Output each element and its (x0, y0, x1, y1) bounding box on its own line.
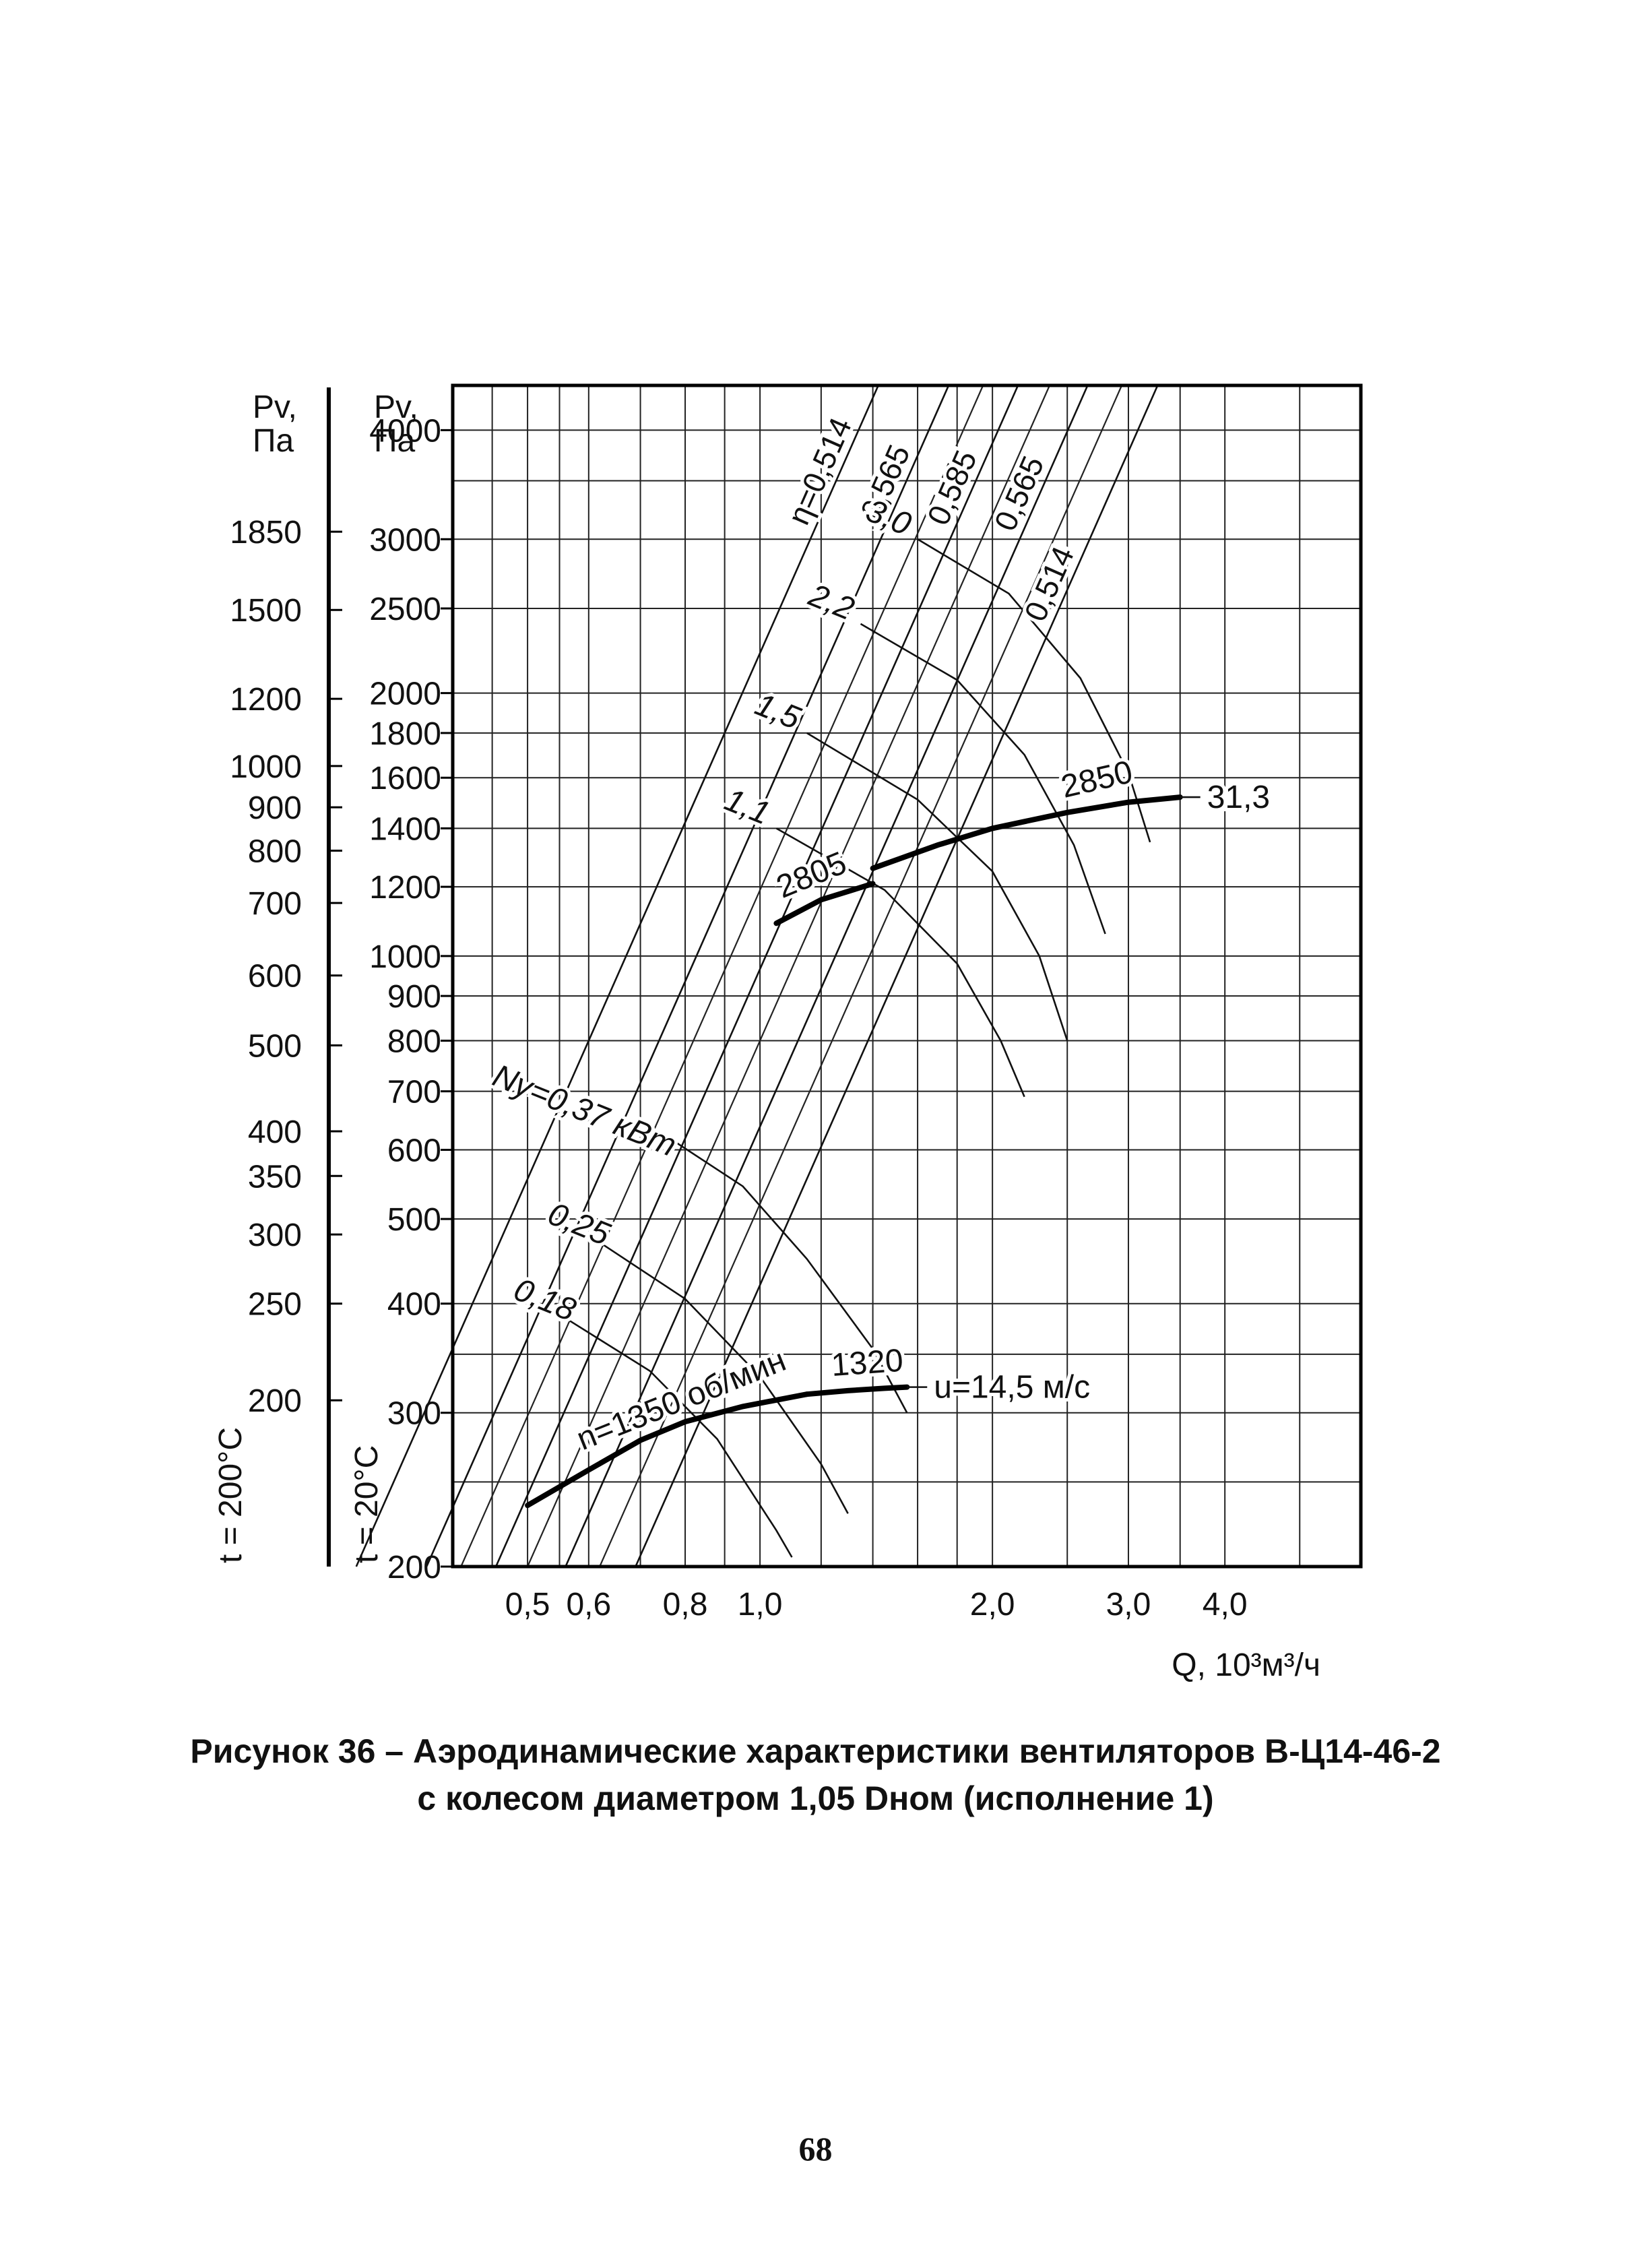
fan-curve-label: 2850 (1058, 754, 1136, 805)
efficiency-ray (460, 385, 984, 1567)
x-tick-label: 3,0 (1106, 1587, 1151, 1623)
x-tick-label: 0,8 (663, 1587, 708, 1623)
y20-axis-title: Pv, (374, 389, 418, 425)
fan-curve (773, 881, 876, 926)
y20-tick-label: 2500 (369, 592, 441, 627)
fan-curve (525, 1391, 810, 1509)
power-arc (917, 538, 1151, 843)
x-tick-label: 1,0 (738, 1587, 783, 1623)
efficiency-line (494, 385, 1019, 1567)
y200-tick-label: 200 (248, 1383, 302, 1419)
annotation-label: 31,3 (1207, 780, 1270, 815)
y200-tick-label: 350 (248, 1159, 302, 1195)
efficiency-line (355, 385, 879, 1567)
grid (453, 385, 1361, 1567)
y20-tick-label: 300 (387, 1396, 441, 1432)
figure-caption-line2: с колесом диаметром 1,05 Dном (исполнени… (417, 1779, 1214, 1817)
y200-tick-label: 400 (248, 1114, 302, 1150)
temp-20-label: t = 20°C (349, 1445, 385, 1563)
efficiency-label: 0,585 (920, 445, 984, 530)
x-tick-label: 2,0 (970, 1587, 1015, 1623)
fan-curve-label: n=1350 об/мин (572, 1342, 791, 1457)
fan-curves (525, 794, 1183, 1509)
fan-curve (870, 794, 1183, 871)
y20-axis-unit: Па (374, 423, 416, 459)
power-label: Nу=0,37 кВт (488, 1058, 681, 1164)
y20-tick-label: 700 (387, 1075, 441, 1110)
temp-200-label: t = 200°C (213, 1427, 249, 1563)
efficiency-ray (599, 385, 1123, 1567)
y200-tick-label: 800 (248, 834, 302, 870)
y200-tick-label: 250 (248, 1287, 302, 1323)
power-label: 0,18 (509, 1271, 581, 1328)
y20-tick-label: 1400 (369, 811, 441, 847)
power-arc (599, 1241, 849, 1514)
x-tick-label: 0,6 (566, 1587, 611, 1623)
fan-curve-label: 1320 (830, 1343, 904, 1383)
y200-tick-label: 1000 (230, 749, 302, 785)
power-arc (775, 827, 1025, 1098)
y20-tick-label: 1800 (369, 716, 441, 752)
y20-tick-label: 800 (387, 1023, 441, 1059)
efficiency-label: 0,514 (1017, 541, 1081, 626)
y20-tick-label: 1000 (369, 939, 441, 975)
y20-tick-label: 500 (387, 1202, 441, 1238)
efficiency-line (426, 385, 950, 1567)
y20-tick-label: 3000 (369, 522, 441, 558)
x-axis-label: Q, 10³м³/ч (1172, 1647, 1320, 1683)
y20-tick-label: 900 (387, 979, 441, 1015)
y20-tick-label: 200 (387, 1550, 441, 1585)
y20-tick-label: 1200 (369, 870, 441, 906)
annotation-label: u=14,5 м/с (934, 1370, 1090, 1406)
y20-tick-label: 600 (387, 1133, 441, 1168)
x-tick-label: 4,0 (1203, 1587, 1248, 1623)
y200-tick-label: 300 (248, 1218, 302, 1253)
y200-tick-label: 1200 (230, 682, 302, 718)
power-arc (806, 732, 1068, 1041)
y200-tick-label: 1850 (230, 515, 302, 550)
y20-tick-label: 400 (387, 1287, 441, 1323)
y200-axis-unit: Па (253, 423, 294, 459)
power-label: 2,2 (803, 577, 859, 628)
y200-tick-label: 1500 (230, 593, 302, 629)
y200-tick-label: 600 (248, 959, 302, 995)
power-label: 1,1 (719, 782, 775, 831)
y200-tick-label: 500 (248, 1029, 302, 1065)
y200-tick-label: 700 (248, 886, 302, 922)
efficiency-line (635, 385, 1159, 1567)
page-number: 68 (798, 2130, 833, 2168)
efficiency-label: 0,565 (988, 451, 1051, 536)
y200-tick-label: 900 (248, 790, 302, 826)
axes: 0,5 0,6 0,8 1,0 2,0 3,0 4,0 Q, 10³м³/ч 200 300 400… (213, 383, 1363, 1683)
power-arc (860, 623, 1106, 935)
power-label: 0,25 (543, 1196, 615, 1253)
y20-tick-label: 1600 (369, 761, 441, 796)
x-tick-label: 0,5 (505, 1587, 550, 1623)
y20-tick-label: 4000 (369, 413, 441, 449)
figure-caption-line1: Рисунок 36 – Аэродинамические характерис… (190, 1732, 1441, 1770)
plot-frame (451, 383, 1363, 1569)
power-arc (565, 1317, 793, 1558)
power-arc (658, 1130, 908, 1414)
fan-curve (804, 1384, 910, 1397)
power-arcs (565, 538, 1151, 1558)
y20-tick-label: 2000 (369, 676, 441, 712)
y200-axis-title: Pv, (253, 389, 297, 425)
efficiency-line (565, 385, 1089, 1567)
efficiency-lines (355, 385, 1159, 1567)
efficiency-ray (527, 385, 1050, 1567)
